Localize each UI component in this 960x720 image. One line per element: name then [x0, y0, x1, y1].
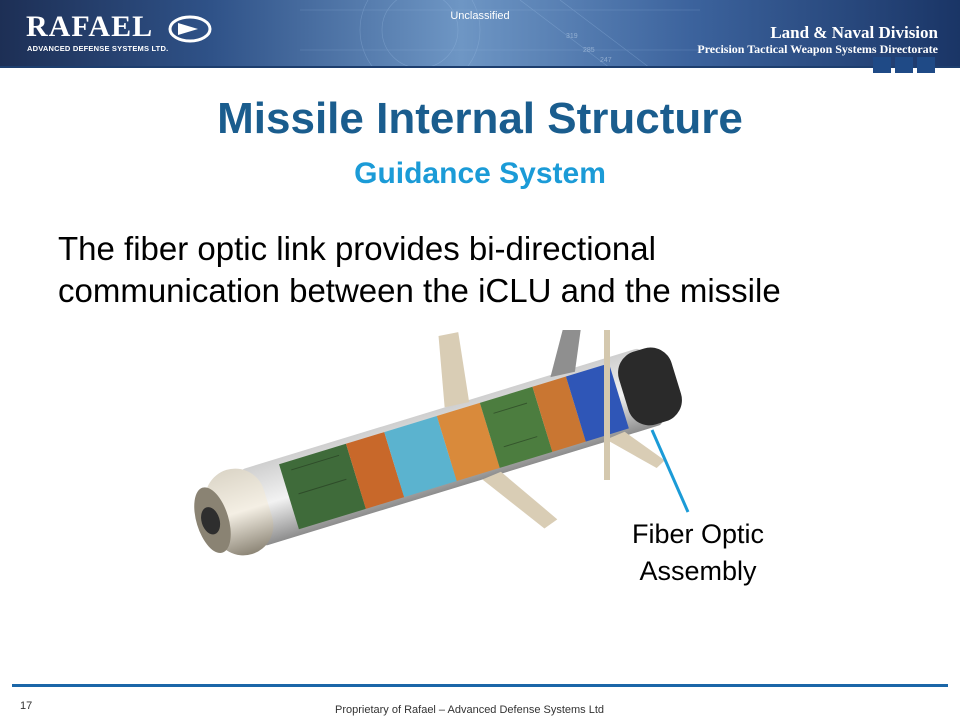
classification-label: Unclassified	[450, 10, 510, 22]
header-square	[873, 57, 891, 73]
directorate-subtitle: Precision Tactical Weapon Systems Direct…	[697, 42, 938, 56]
banner-decoration: 319 285 247	[300, 0, 700, 68]
slide-title: Missile Internal Structure	[217, 94, 743, 143]
svg-text:319: 319	[566, 33, 578, 40]
callout-line-1: Fiber Optic	[631, 519, 765, 549]
banner-rule	[0, 66, 960, 68]
header-square	[917, 57, 935, 73]
header-square	[895, 57, 913, 73]
division-title: Land & Naval Division	[770, 23, 938, 42]
logo-tagline: ADVANCED DEFENSE SYSTEMS LTD.	[27, 44, 169, 53]
logo-wordmark: RAFAEL	[26, 10, 154, 43]
body-text: The fiber optic link provides bi-directi…	[58, 228, 938, 312]
svg-text:285: 285	[583, 47, 595, 54]
company-logo: RAFAEL ADVANCED DEFENSE SYSTEMS LTD.	[18, 8, 223, 58]
svg-text:247: 247	[600, 57, 612, 64]
body-line: The fiber optic link provides bi-directi…	[58, 230, 656, 267]
slide-subtitle: Guidance System	[354, 157, 606, 190]
callout-line-2: Assembly	[639, 556, 757, 586]
page-number: 17	[20, 700, 33, 712]
logo-arrow-icon	[168, 15, 212, 43]
body-line: communication between the iCLU and the m…	[58, 272, 781, 309]
footer-rule	[12, 684, 948, 687]
header-banner: 319 285 247 RAFAEL ADVANCED DEFENSE SYSTEM…	[0, 0, 960, 68]
fiber-optic-callout: Fiber Optic Assembly	[598, 516, 798, 590]
missile-cutaway-image	[194, 330, 682, 556]
footer-text: Proprietary of Rafael – Advanced Defense…	[335, 704, 605, 716]
